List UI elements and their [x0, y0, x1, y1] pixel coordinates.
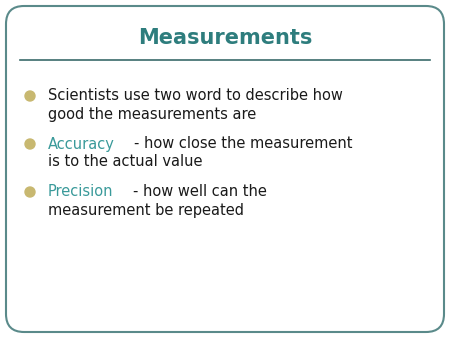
Text: Precision: Precision — [48, 185, 113, 199]
Text: good the measurements are: good the measurements are — [48, 106, 256, 121]
Text: measurement be repeated: measurement be repeated — [48, 202, 244, 217]
FancyBboxPatch shape — [6, 6, 444, 332]
Circle shape — [25, 187, 35, 197]
Text: Measurements: Measurements — [138, 28, 312, 48]
Text: Accuracy: Accuracy — [48, 137, 115, 151]
Text: Scientists use two word to describe how: Scientists use two word to describe how — [48, 89, 343, 103]
Text: - how close the measurement: - how close the measurement — [134, 137, 353, 151]
Text: - how well can the: - how well can the — [132, 185, 266, 199]
Text: is to the actual value: is to the actual value — [48, 154, 203, 169]
Circle shape — [25, 91, 35, 101]
Circle shape — [25, 139, 35, 149]
